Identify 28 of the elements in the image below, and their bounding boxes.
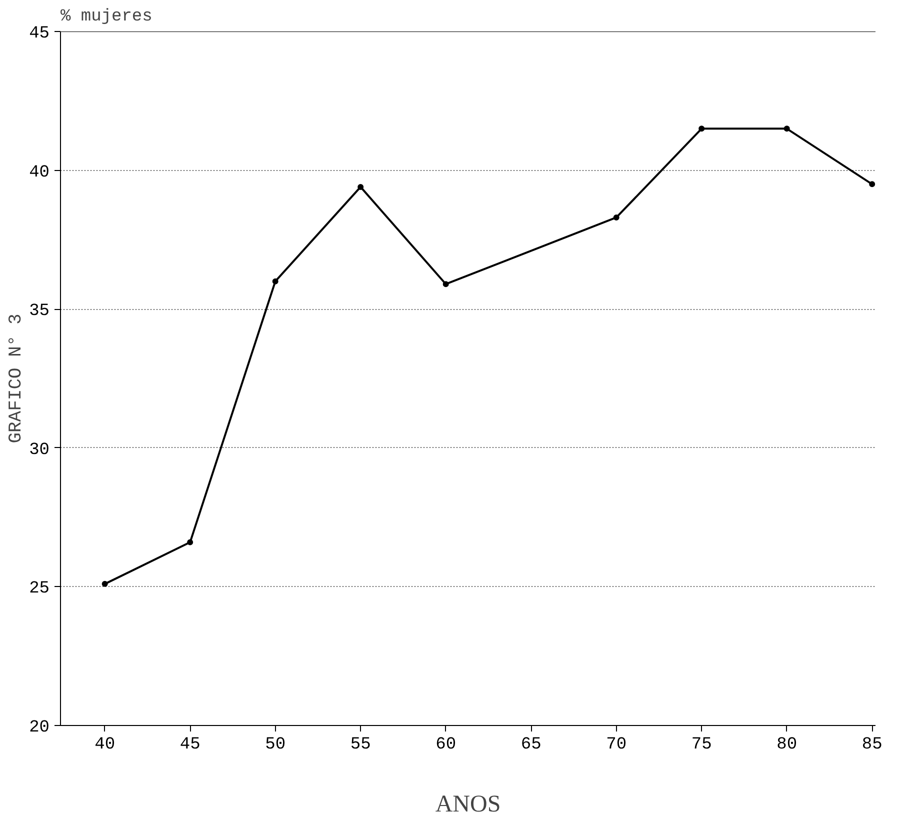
y-tick-label: 45	[29, 24, 50, 44]
x-tick-label: 70	[606, 736, 627, 754]
x-tick-label: 50	[265, 736, 286, 754]
text: GRAFICO N° 3	[6, 314, 26, 444]
point	[613, 214, 620, 220]
point	[698, 126, 705, 132]
y-tick-label: 35	[29, 302, 50, 322]
x-tick-label: 80	[776, 736, 798, 754]
x-tick-label: 40	[94, 736, 116, 754]
point	[869, 181, 876, 188]
x-tick-label: 60	[436, 736, 456, 754]
point	[187, 539, 194, 546]
y-tick-label: 40	[29, 163, 50, 182]
x-tick-label: 55	[350, 736, 371, 754]
x-tick-label: 85	[862, 736, 882, 754]
point	[442, 281, 449, 288]
x-tick-label: 75	[691, 736, 712, 754]
x-tick-label: 65	[520, 736, 542, 754]
point	[784, 126, 790, 132]
point	[358, 184, 364, 190]
y-axis-title: % mujeres	[60, 8, 152, 26]
x-tick-label: 45	[180, 736, 200, 754]
y-tick-label: 30	[29, 440, 50, 460]
point	[272, 278, 278, 284]
x-axis-title: ANOS	[435, 792, 501, 818]
point	[102, 580, 108, 587]
y-tick-label: 20	[29, 718, 50, 738]
y-tick-label: 25	[29, 580, 50, 599]
